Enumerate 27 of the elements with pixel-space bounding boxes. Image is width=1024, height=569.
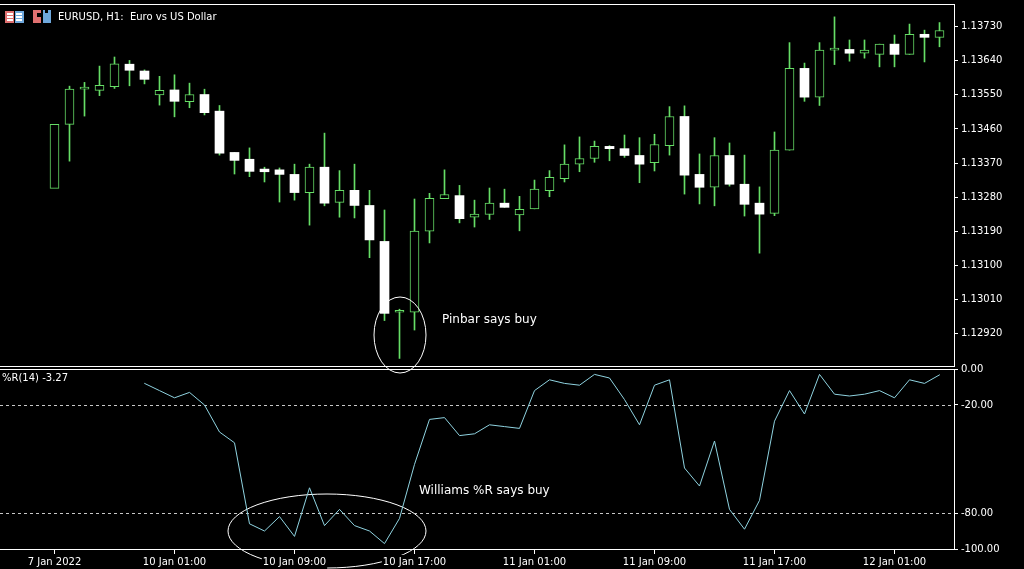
x-tick-label: 12 Jan 01:00 — [862, 555, 927, 567]
annotation: Pinbar says buy — [442, 312, 537, 327]
x-tick-label: 11 Jan 09:00 — [622, 555, 687, 567]
y-tick-label: 1.13460 — [961, 122, 1003, 134]
y-tick-label: 1.13190 — [961, 224, 1003, 236]
y-tick-label: 1.13010 — [961, 292, 1003, 304]
y-tick-label: -20.00 — [961, 398, 994, 410]
y-tick-label: -100.00 — [961, 542, 1000, 554]
chart-title: %R(14) -3.27 — [2, 371, 69, 383]
x-tick-label: 11 Jan 17:00 — [742, 555, 807, 567]
y-tick-label: 1.13730 — [961, 20, 1003, 32]
text: EURUSD, H1: Euro vs US Dollar — [58, 10, 218, 22]
y-tick-label: 1.13280 — [961, 190, 1003, 202]
x-tick-label: 10 Jan 17:00 — [382, 555, 447, 567]
y-tick-label: 1.12920 — [961, 327, 1003, 339]
x-tick-label: 7 Jan 2022 — [27, 555, 82, 567]
y-tick-label: 0.00 — [961, 362, 984, 374]
annotation: Williams %R says buy — [419, 483, 550, 498]
y-tick-label: 1.13100 — [961, 258, 1003, 270]
x-tick-label: 10 Jan 09:00 — [262, 555, 327, 567]
y-tick-label: -80.00 — [961, 506, 994, 518]
candlestick — [49, 124, 60, 189]
x-tick-label: 11 Jan 01:00 — [502, 555, 567, 567]
y-tick-label: 1.13550 — [961, 88, 1003, 100]
y-tick-label: 1.13370 — [961, 156, 1003, 168]
x-tick-label: 10 Jan 01:00 — [142, 555, 207, 567]
y-tick-label: 1.13640 — [961, 54, 1003, 66]
